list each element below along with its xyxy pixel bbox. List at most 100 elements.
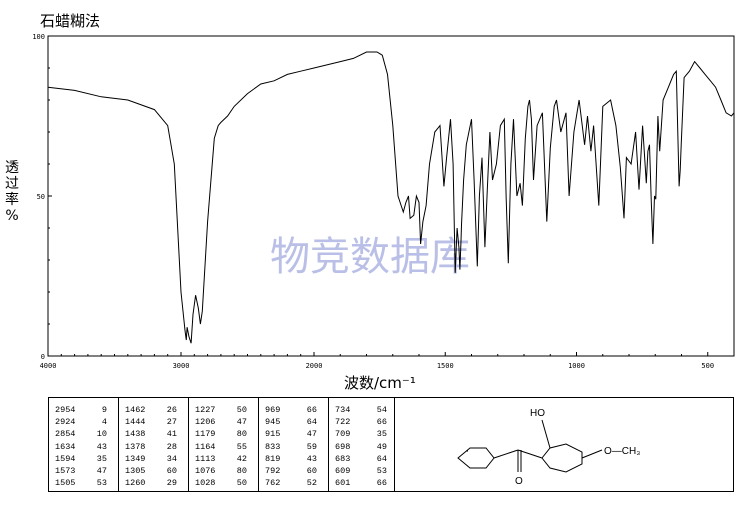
y-tick-label: 100 [32, 33, 45, 41]
peak-row: 1076 80 [195, 465, 254, 477]
oh-label: HO [530, 408, 545, 419]
peak-wavenumber: 1305 [125, 466, 146, 477]
peak-row: 969 66 [265, 404, 324, 416]
peak-wavenumber: 1634 [55, 441, 76, 452]
peak-transmittance: 35 [376, 429, 387, 440]
peak-wavenumber: 1206 [195, 417, 216, 428]
peak-wavenumber: 833 [265, 441, 281, 452]
peak-transmittance: 55 [236, 441, 247, 452]
peak-row: 1438 41 [125, 428, 184, 440]
y-tick-label: 50 [37, 193, 45, 201]
y-tick-label: 0 [41, 353, 45, 361]
peak-wavenumber: 601 [335, 478, 351, 489]
molecule-structure: HO O O—CH₃ [457, 408, 640, 487]
peak-row: 1305 60 [125, 465, 184, 477]
peak-wavenumber: 1505 [55, 478, 76, 489]
peak-row: 1444 27 [125, 416, 184, 428]
peak-row: 601 66 [335, 477, 390, 489]
peak-wavenumber: 722 [335, 417, 351, 428]
peak-row: 1634 43 [55, 441, 114, 453]
peak-wavenumber: 1164 [195, 441, 216, 452]
peak-row: 2924 4 [55, 416, 114, 428]
peak-wavenumber: 683 [335, 453, 351, 464]
peak-transmittance: 53 [96, 478, 107, 489]
x-tick-label: 1500 [437, 362, 454, 370]
peak-wavenumber: 819 [265, 453, 281, 464]
peak-table: 2954 9 2924 4 2854 10 1634 43 1594 35 1573 47 1505 53… [48, 397, 734, 492]
peak-wavenumber: 1260 [125, 478, 146, 489]
peak-row: 1349 34 [125, 453, 184, 465]
peak-transmittance: 50 [236, 478, 247, 489]
peak-transmittance: 53 [376, 466, 387, 477]
peak-wavenumber: 1444 [125, 417, 146, 428]
peak-wavenumber: 2924 [55, 417, 76, 428]
peak-wavenumber: 1349 [125, 453, 146, 464]
peak-wavenumber: 1462 [125, 405, 146, 415]
peak-transmittance: 60 [166, 466, 177, 477]
peak-transmittance: 10 [96, 429, 107, 440]
peak-transmittance: 43 [96, 441, 107, 452]
watermark: 物竞数据库 [270, 234, 470, 280]
peak-row: 1227 50 [195, 404, 254, 416]
peak-transmittance: 27 [166, 417, 177, 428]
peak-transmittance: 35 [96, 453, 107, 464]
peak-wavenumber: 709 [335, 429, 351, 440]
x-tick-label: 500 [701, 362, 714, 370]
peak-transmittance: 34 [166, 453, 177, 464]
methoxy-label: O—CH₃ [604, 446, 640, 457]
peak-wavenumber: 915 [265, 429, 281, 440]
peak-row: 1573 47 [55, 465, 114, 477]
peak-row: 945 64 [265, 416, 324, 428]
peak-wavenumber: 2854 [55, 429, 76, 440]
peak-row: 762 52 [265, 477, 324, 489]
carbonyl-o-label: O [515, 476, 523, 487]
peak-wavenumber: 1438 [125, 429, 146, 440]
spectrum-line [47, 51, 735, 344]
peak-transmittance: 66 [376, 417, 387, 428]
peak-wavenumber: 792 [265, 466, 281, 477]
y-axis-label-char: 过 [5, 176, 19, 192]
benzene-ring-left [457, 447, 495, 469]
peak-transmittance: 29 [166, 478, 177, 489]
peak-row: 1594 35 [55, 453, 114, 465]
peak-row: 1028 50 [195, 477, 254, 489]
peak-row: 2854 10 [55, 428, 114, 440]
y-axis-label-char: 率 [5, 192, 19, 208]
peak-row: 734 54 [335, 404, 390, 416]
peak-transmittance: 43 [306, 453, 317, 464]
peak-row: 2954 9 [55, 404, 114, 416]
peak-transmittance: 52 [306, 478, 317, 489]
peak-row: 698 49 [335, 441, 390, 453]
peak-row: 1206 47 [195, 416, 254, 428]
peak-row: 1179 80 [195, 428, 254, 440]
peak-transmittance: 26 [166, 405, 177, 415]
plot-frame [47, 35, 735, 357]
peak-row: 833 59 [265, 441, 324, 453]
peak-wavenumber: 1113 [195, 453, 216, 464]
peak-row: 609 53 [335, 465, 390, 477]
peak-transmittance: 9 [101, 405, 107, 415]
peak-column: 1227 50 1206 47 1179 80 1164 55 1113 42 1076 80 1028… [189, 398, 259, 491]
peak-transmittance: 64 [306, 417, 317, 428]
peak-row: 819 43 [265, 453, 324, 465]
peak-row: 1505 53 [55, 477, 114, 489]
peak-wavenumber: 1179 [195, 429, 216, 440]
bond-carbonyl-ring [517, 449, 543, 459]
peak-transmittance: 80 [236, 466, 247, 477]
peak-wavenumber: 969 [265, 405, 281, 415]
peak-transmittance: 64 [376, 453, 387, 464]
bond-oh [541, 419, 551, 449]
peak-column: 2954 9 2924 4 2854 10 1634 43 1594 35 1573 47 1505 53 [49, 398, 119, 491]
x-axis-label: 波数/cm⁻¹ [344, 374, 416, 392]
y-axis-label-char: % [5, 208, 19, 224]
x-tick-label: 2000 [306, 362, 323, 370]
peak-transmittance: 47 [306, 429, 317, 440]
chart-title: 石蜡糊法 [40, 12, 101, 30]
x-tick-label: 1000 [568, 362, 585, 370]
peak-wavenumber: 698 [335, 441, 351, 452]
peak-transmittance: 28 [166, 441, 177, 452]
peak-wavenumber: 762 [265, 478, 281, 489]
y-axis-label-char: 透 [5, 160, 19, 176]
